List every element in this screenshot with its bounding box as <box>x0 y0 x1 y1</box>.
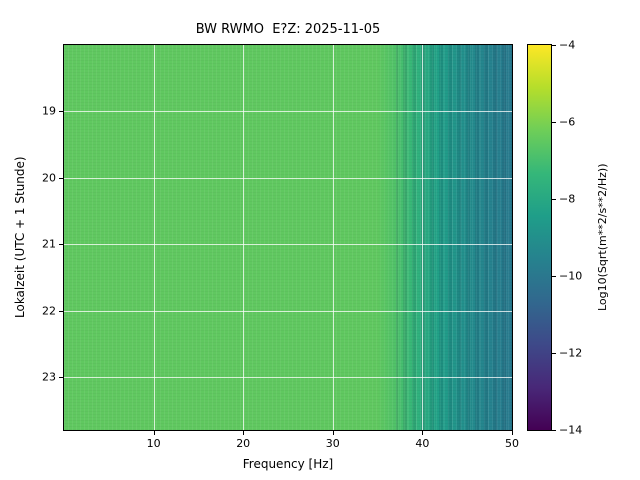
y-tick-mark <box>59 177 63 179</box>
y-tick-mark <box>59 244 63 246</box>
colorbar <box>527 44 552 431</box>
y-axis-label: Lokalzeit (UTC + 1 Stunde) <box>13 156 27 319</box>
y-tick-label: 19 <box>42 104 56 118</box>
colorbar-tick-mark <box>552 353 556 354</box>
colorbar-tick-label: −8 <box>559 192 576 206</box>
colorbar-tick-label: −4 <box>559 38 576 52</box>
colorbar-tick-label: −12 <box>559 346 583 360</box>
x-tick-label: 30 <box>325 437 340 450</box>
x-tick-mark <box>332 431 334 435</box>
colorbar-label: Log10(Sqrt(m**2/s**2/Hz)) <box>596 163 609 312</box>
heatmap-image <box>64 45 512 430</box>
y-tick-label: 23 <box>42 370 56 384</box>
chart-title: BW RWMO E?Z: 2025-11-05 <box>195 22 381 37</box>
colorbar-tick-label: −14 <box>559 423 583 437</box>
x-tick-label: 20 <box>236 437 251 450</box>
y-tick-mark <box>59 111 63 113</box>
colorbar-tick-mark <box>552 45 556 46</box>
x-tick-mark <box>153 431 155 435</box>
y-tick-label: 20 <box>42 171 56 185</box>
colorbar-tick-label: −6 <box>559 115 576 129</box>
heatmap-plot-area <box>63 44 513 431</box>
x-tick-label: 50 <box>505 437 519 450</box>
y-tick-mark <box>59 376 63 378</box>
x-tick-label: 10 <box>146 437 161 450</box>
y-tick-label: 21 <box>42 237 56 251</box>
colorbar-tick-mark <box>552 199 556 200</box>
x-tick-mark <box>422 431 424 435</box>
heatmap-streaks-overlay <box>395 45 512 430</box>
x-tick-mark <box>512 431 513 435</box>
y-tick-mark <box>59 310 63 312</box>
y-tick-label: 22 <box>42 304 56 318</box>
x-axis-label: Frequency [Hz] <box>242 457 334 471</box>
x-tick-label: 40 <box>415 437 430 450</box>
heatmap-noise-overlay <box>64 45 512 430</box>
colorbar-tick-mark <box>552 430 556 431</box>
colorbar-tick-mark <box>552 276 556 277</box>
colorbar-tick-label: −10 <box>559 269 583 283</box>
colorbar-tick-mark <box>552 122 556 123</box>
x-tick-mark <box>243 431 245 435</box>
